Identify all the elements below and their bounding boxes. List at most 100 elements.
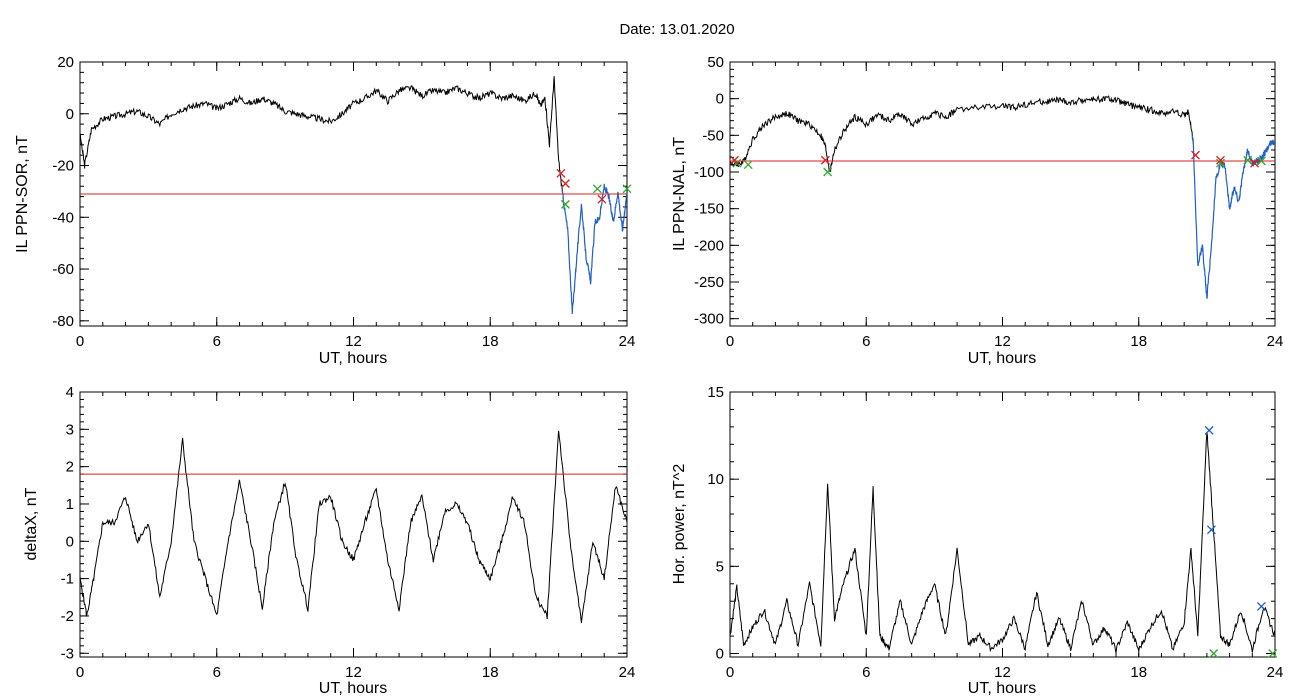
ticks: 0 6 12 18 24 20 0 -20 -40 -60 -80 bbox=[52, 54, 635, 350]
y-tick-label: 1 bbox=[66, 496, 74, 513]
series-line bbox=[730, 94, 1194, 173]
panel-power: 0 6 12 18 24 15 10 5 0 UT, hours Hor. power, nT^… bbox=[671, 384, 1283, 697]
panel-deltax: 0 6 12 18 24 4 3 2 1 0 -1 -2 -3 UT, hours deltaX, nT bbox=[23, 384, 635, 697]
figure-title: Date: 13.01.2020 bbox=[619, 21, 734, 38]
event-marker bbox=[1256, 601, 1266, 611]
x-tick-label: 6 bbox=[862, 333, 870, 350]
event-marker bbox=[556, 168, 566, 178]
y-tick-label: -40 bbox=[52, 209, 74, 226]
y-tick-label: -250 bbox=[694, 274, 724, 291]
y-axis-label: Hor. power, nT^2 bbox=[671, 464, 688, 585]
x-tick-label: 6 bbox=[862, 664, 870, 681]
x-tick-label: 24 bbox=[619, 333, 636, 350]
event-marker bbox=[561, 179, 570, 189]
x-tick-label: 0 bbox=[726, 333, 734, 350]
x-tick-label: 12 bbox=[345, 333, 362, 350]
markers-group bbox=[556, 168, 632, 209]
event-marker bbox=[1191, 150, 1200, 160]
event-marker bbox=[823, 167, 833, 177]
event-marker bbox=[1268, 649, 1278, 658]
plot-frame bbox=[79, 391, 628, 658]
y-tick-label: -300 bbox=[694, 311, 724, 328]
event-marker bbox=[622, 184, 632, 194]
y-tick-label: 4 bbox=[66, 384, 74, 401]
ticks: 0 6 12 18 24 15 10 5 0 bbox=[707, 384, 1283, 681]
series-line bbox=[80, 76, 564, 199]
markers-group bbox=[730, 150, 1266, 177]
y-tick-label: -150 bbox=[694, 201, 724, 218]
series-line-highlighted bbox=[1191, 135, 1275, 299]
y-tick-label: 0 bbox=[66, 533, 74, 550]
event-marker bbox=[592, 184, 602, 194]
event-marker bbox=[1209, 649, 1219, 658]
x-tick-label: 12 bbox=[345, 664, 362, 681]
x-tick-label: 18 bbox=[482, 333, 499, 350]
series-line bbox=[730, 432, 1275, 654]
x-tick-label: 6 bbox=[213, 333, 221, 350]
y-tick-label: -50 bbox=[702, 127, 724, 144]
y-tick-label: 5 bbox=[716, 558, 724, 575]
y-tick-label: -20 bbox=[52, 158, 74, 175]
y-tick-label: 15 bbox=[707, 384, 724, 401]
panel-nal: 0 6 12 18 24 50 0 -50 -100 -150 -200 -250 -300 UT, h… bbox=[671, 54, 1283, 367]
event-marker bbox=[820, 155, 830, 165]
x-axis-label: UT, hours bbox=[319, 680, 387, 697]
event-marker bbox=[743, 160, 753, 170]
x-tick-label: 18 bbox=[1130, 333, 1147, 350]
x-tick-label: 0 bbox=[76, 333, 84, 350]
x-tick-label: 24 bbox=[1267, 333, 1284, 350]
event-marker bbox=[1216, 158, 1225, 168]
x-tick-label: 12 bbox=[994, 333, 1011, 350]
x-tick-label: 18 bbox=[482, 664, 499, 681]
event-marker bbox=[1250, 158, 1260, 168]
event-marker bbox=[1206, 525, 1216, 535]
event-marker bbox=[597, 194, 607, 204]
y-tick-label: -100 bbox=[694, 164, 724, 181]
y-tick-label: 10 bbox=[707, 471, 724, 488]
ticks: 0 6 12 18 24 4 3 2 1 0 -1 -2 -3 bbox=[61, 384, 636, 681]
x-tick-label: 12 bbox=[994, 664, 1011, 681]
y-tick-label: 0 bbox=[716, 646, 724, 663]
series-group bbox=[730, 94, 1275, 299]
ticks: 0 6 12 18 24 50 0 -50 -100 -150 -200 -250 -300 bbox=[694, 54, 1283, 350]
event-marker bbox=[730, 155, 740, 165]
panel-sor: 0 6 12 18 24 20 0 -20 -40 -60 -80 UT, hours IL PPN… bbox=[14, 54, 635, 367]
y-axis-label: IL PPN-NAL, nT bbox=[671, 137, 688, 251]
y-tick-label: 0 bbox=[66, 106, 74, 123]
x-axis-label: UT, hours bbox=[968, 350, 1036, 367]
y-tick-label: -60 bbox=[52, 261, 74, 278]
x-axis-label: UT, hours bbox=[968, 680, 1036, 697]
y-tick-label: -80 bbox=[52, 313, 74, 330]
event-marker bbox=[1243, 155, 1253, 165]
x-tick-label: 0 bbox=[76, 664, 84, 681]
y-tick-label: 0 bbox=[716, 91, 724, 108]
x-axis-label: UT, hours bbox=[319, 350, 387, 367]
series-line bbox=[80, 430, 627, 624]
x-tick-label: 0 bbox=[726, 664, 734, 681]
y-axis-label: IL PPN-SOR, nT bbox=[14, 135, 31, 253]
series-group bbox=[730, 432, 1275, 654]
y-tick-label: 3 bbox=[66, 421, 74, 438]
series-line-highlighted bbox=[561, 183, 627, 315]
series-group bbox=[80, 76, 627, 315]
plot-frame bbox=[729, 391, 1276, 658]
y-axis-label: deltaX, nT bbox=[23, 487, 40, 560]
y-tick-label: -2 bbox=[61, 608, 74, 625]
plot-frame bbox=[729, 61, 1276, 327]
y-tick-label: 20 bbox=[57, 54, 74, 71]
x-tick-label: 24 bbox=[1267, 664, 1284, 681]
y-tick-label: -1 bbox=[61, 571, 74, 588]
event-marker bbox=[1256, 156, 1266, 166]
y-tick-label: -200 bbox=[694, 237, 724, 254]
event-marker bbox=[1204, 425, 1214, 435]
x-tick-label: 6 bbox=[213, 664, 221, 681]
y-tick-label: 2 bbox=[66, 459, 74, 476]
x-tick-label: 24 bbox=[619, 664, 636, 681]
y-tick-label: 50 bbox=[707, 54, 724, 71]
event-marker bbox=[1216, 155, 1225, 165]
markers-group bbox=[1204, 425, 1278, 658]
y-tick-label: -3 bbox=[61, 645, 74, 662]
x-tick-label: 18 bbox=[1130, 664, 1147, 681]
series-group bbox=[80, 430, 627, 624]
